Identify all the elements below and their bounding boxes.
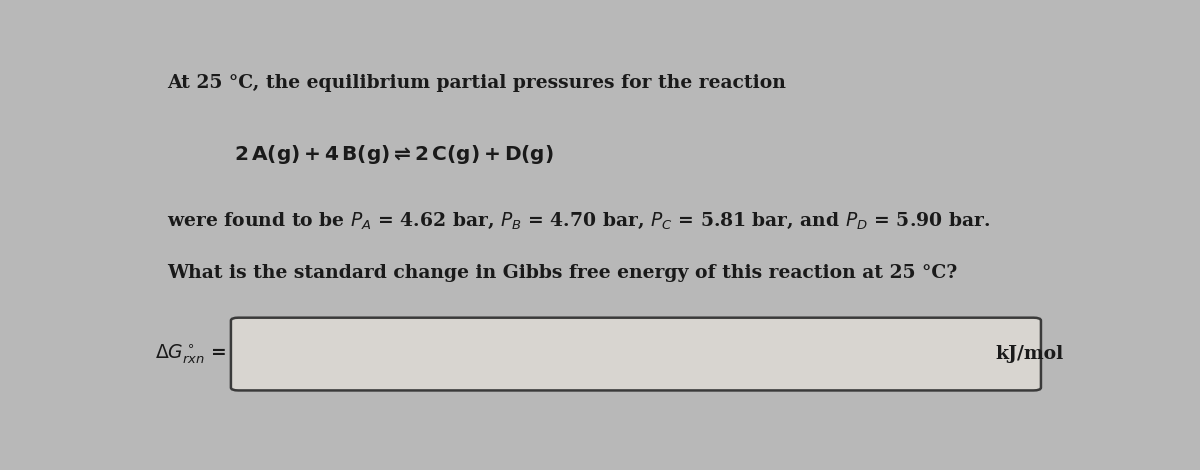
Text: kJ/mol: kJ/mol	[995, 345, 1063, 363]
FancyBboxPatch shape	[230, 318, 1040, 391]
Text: were found to be $P_A$ = 4.62 bar, $P_B$ = 4.70 bar, $P_C$ = 5.81 bar, and $P_D$: were found to be $P_A$ = 4.62 bar, $P_B$…	[167, 210, 990, 231]
Text: At 25 °C, the equilibrium partial pressures for the reaction: At 25 °C, the equilibrium partial pressu…	[167, 74, 786, 93]
Text: What is the standard change in Gibbs free energy of this reaction at 25 °C?: What is the standard change in Gibbs fre…	[167, 265, 956, 282]
Text: $\mathbf{2\,A(g) + 4\,B(g) \rightleftharpoons 2\,C(g) + D(g)}$: $\mathbf{2\,A(g) + 4\,B(g) \rightlefthar…	[234, 143, 553, 166]
Text: $\Delta G^\circ_{rxn}$ =: $\Delta G^\circ_{rxn}$ =	[155, 342, 227, 366]
